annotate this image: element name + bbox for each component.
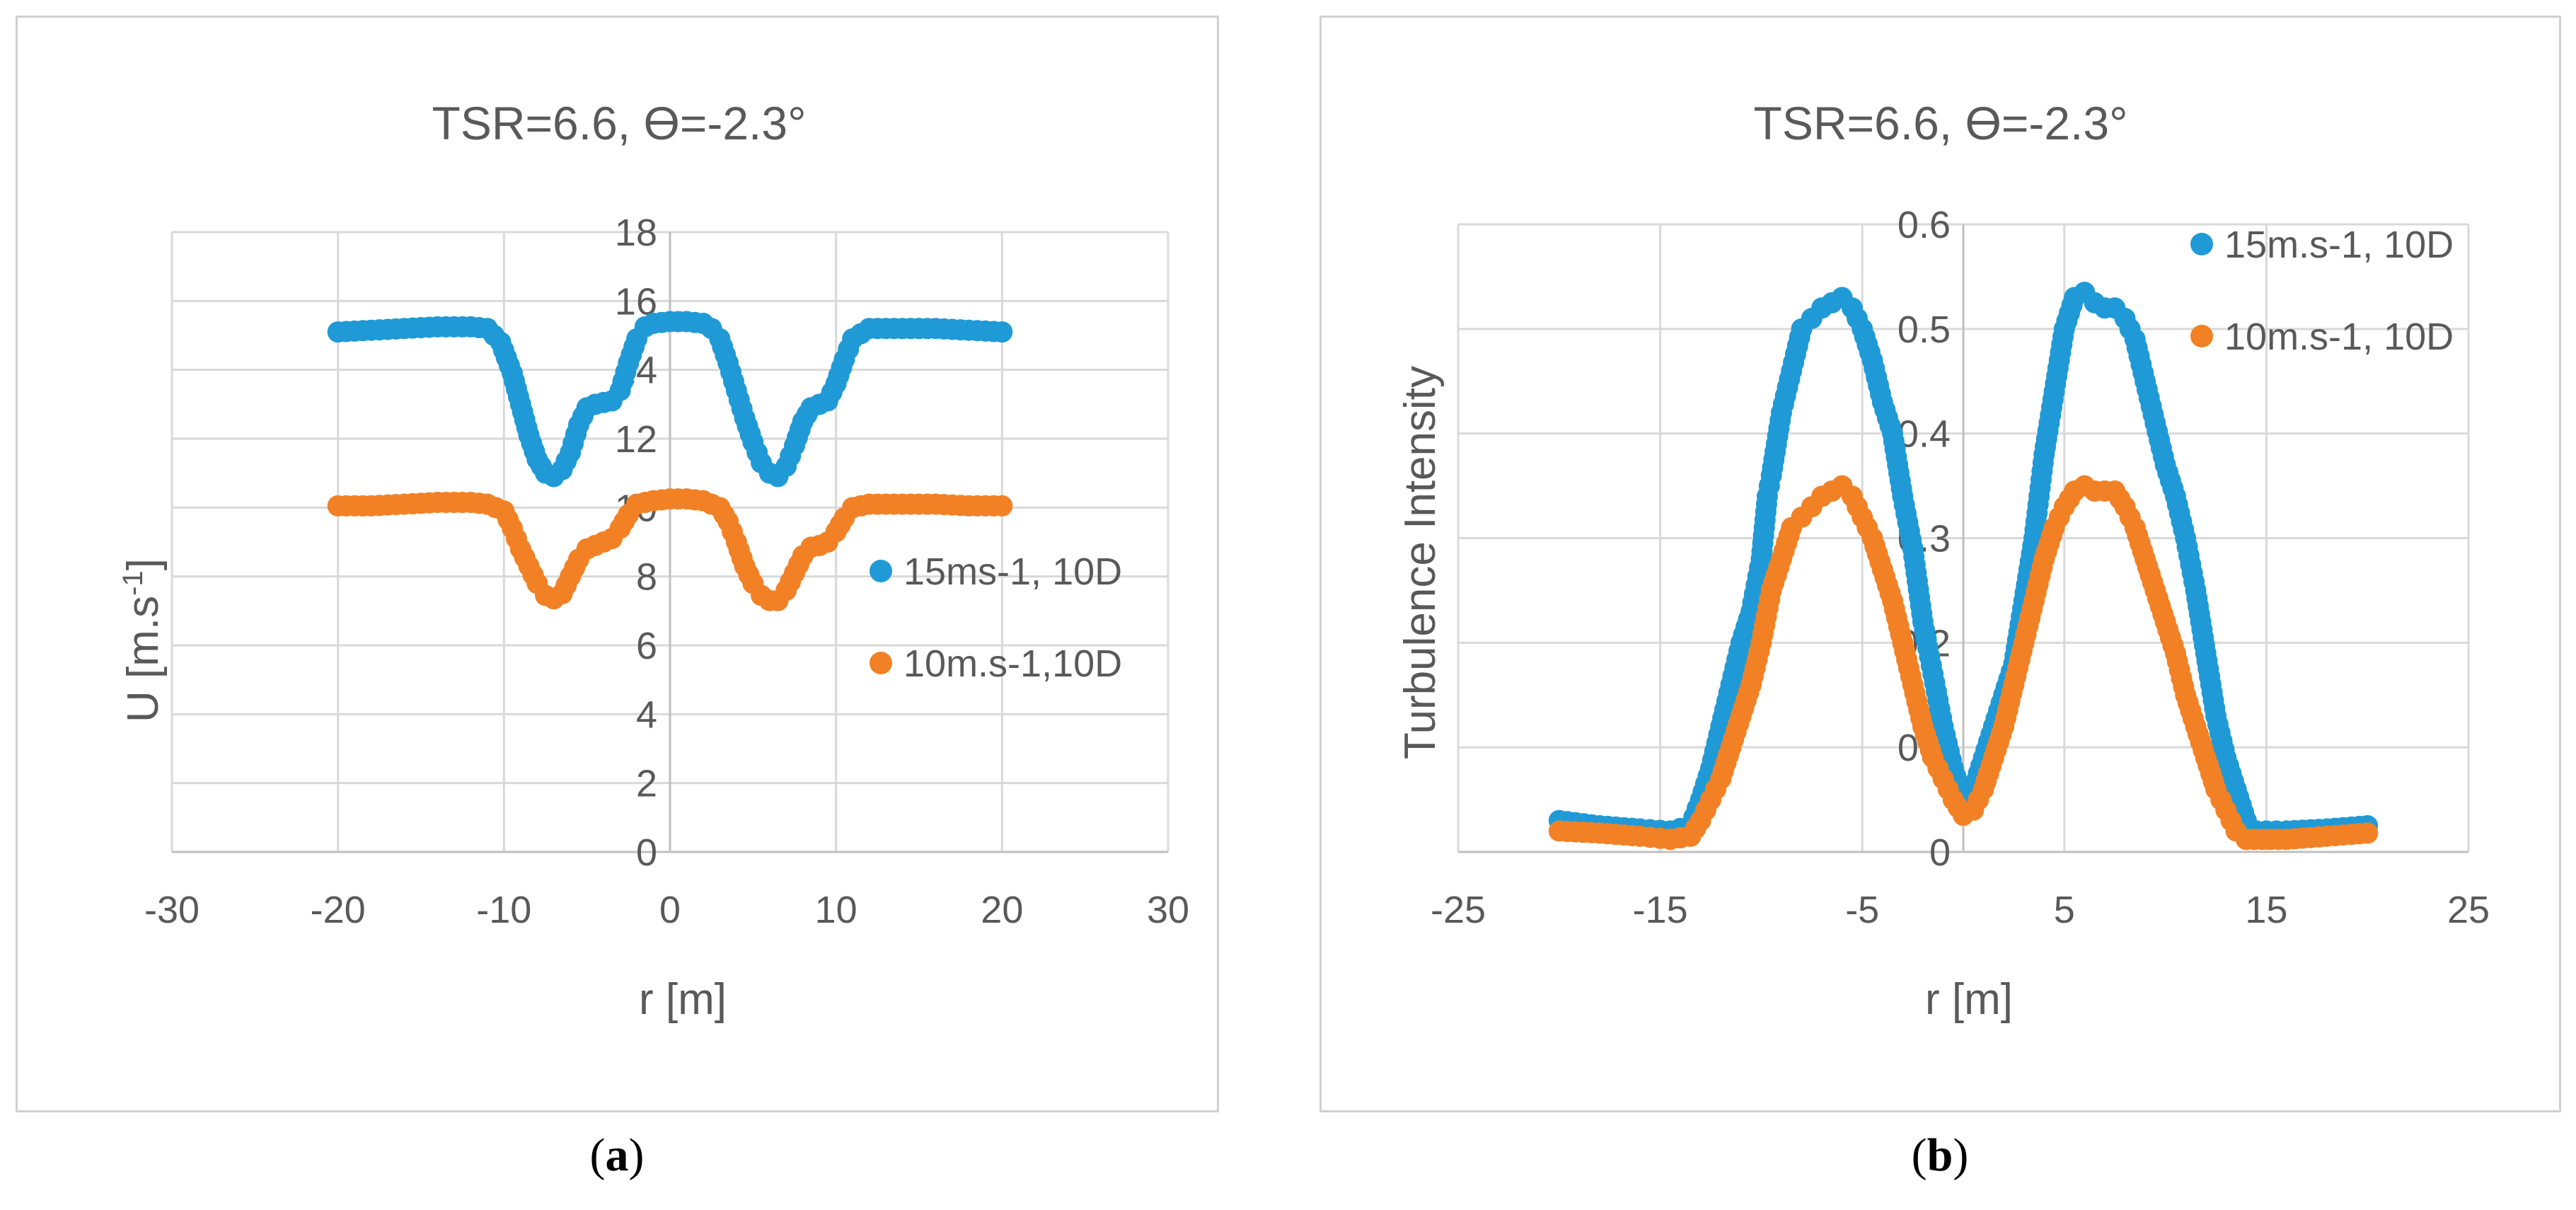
chart-b-point — [2357, 822, 2379, 844]
chart-a-series-1 — [327, 311, 1013, 488]
chart-b-y-tick-label: 0.4 — [1898, 413, 1951, 456]
chart-panel-b: TSR=6.6, ϴ=-2.3° r [m] Turbulence Intens… — [1319, 16, 2561, 1112]
chart-b-legend-marker — [2190, 325, 2213, 347]
chart-b-legend-marker — [2190, 233, 2213, 255]
chart-b-y-axis-label: Turbulence Intensity — [1396, 366, 1445, 759]
chart-a-y-tick-label: 4 — [636, 693, 657, 736]
chart-b-svg: TSR=6.6, ϴ=-2.3° r [m] Turbulence Intens… — [1396, 97, 2490, 1024]
chart-b-x-axis-label: r [m] — [1925, 975, 2013, 1024]
chart-b-legend-label: 10m.s-1, 10D — [2224, 316, 2454, 358]
chart-a-x-tick-label: 0 — [659, 889, 681, 931]
chart-a-y-tick-label: 2 — [636, 763, 657, 805]
chart-b-y-tick-label: 0.6 — [1898, 204, 1951, 246]
chart-a-x-tick-label: -20 — [311, 889, 366, 931]
chart-a-title: TSR=6.6, ϴ=-2.3° — [432, 97, 807, 149]
chart-a-y-tick-label: 6 — [636, 625, 657, 667]
chart-a-legend-label: 10m.s-1,10D — [903, 643, 1122, 685]
chart-b-y-tick-label: 0 — [1929, 831, 1951, 874]
chart-a-y-tick-label: 12 — [615, 418, 657, 461]
chart-b-x-tick-label: -15 — [1633, 889, 1688, 931]
chart-a-legend-marker — [870, 652, 892, 674]
chart-a-x-tick-label: 30 — [1147, 889, 1189, 931]
chart-a-svg: TSR=6.6, ϴ=-2.3° r [m] U [m.s-1] -30 -20 -… — [117, 97, 1189, 1024]
chart-a-x-tick-label: -30 — [144, 889, 200, 931]
chart-a-x-axis-label: r [m] — [639, 975, 727, 1024]
chart-a-x-tick-label: 20 — [981, 889, 1023, 931]
chart-b-title: TSR=6.6, ϴ=-2.3° — [1754, 97, 2128, 149]
chart-a-point — [991, 321, 1013, 343]
chart-b-plot-area: -25-15-55152500.10.20.30.40.50.615m.s-1,… — [1431, 204, 2490, 931]
chart-a-y-tick-label: 0 — [636, 831, 657, 874]
panel-a-caption: (a) — [589, 1129, 645, 1181]
chart-b-legend-label: 15m.s-1, 10D — [2224, 224, 2454, 266]
chart-a-y-axis-label: U [m.s-1] — [117, 558, 168, 722]
chart-b-x-tick-label: 15 — [2245, 889, 2287, 931]
chart-a-point — [991, 495, 1013, 517]
chart-b-y-tick-label: 0.5 — [1898, 309, 1951, 351]
chart-b-x-tick-label: 5 — [2054, 889, 2075, 931]
chart-a-x-tick-label: 10 — [815, 889, 857, 931]
panel-b-caption: (b) — [1911, 1129, 1969, 1181]
chart-a-y-tick-label: 8 — [636, 556, 657, 599]
chart-b-x-tick-label: 25 — [2447, 889, 2490, 931]
chart-a-series-2 — [327, 488, 1013, 611]
chart-b-x-tick-label: -5 — [1845, 889, 1879, 931]
chart-a-legend-marker — [870, 560, 892, 582]
chart-b-x-tick-label: -25 — [1431, 889, 1486, 931]
chart-a-x-tick-label: -10 — [476, 889, 531, 931]
chart-panel-a: TSR=6.6, ϴ=-2.3° r [m] U [m.s-1] -30 -20 -… — [16, 16, 1219, 1112]
chart-a-plot-area: -30-20-10010203002468101214161815ms-1, 1… — [144, 212, 1189, 931]
chart-a-legend-label: 15ms-1, 10D — [903, 551, 1122, 593]
chart-a-y-tick-label: 18 — [615, 212, 657, 254]
chart-b-series-2 — [1548, 475, 2379, 851]
